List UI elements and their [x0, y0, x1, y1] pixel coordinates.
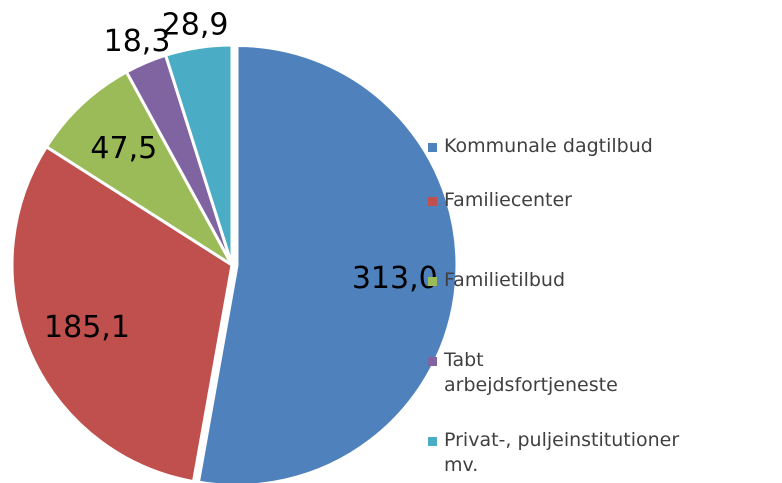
- pie-slice: [196, 43, 459, 483]
- legend-item: Familiecenter: [428, 188, 572, 213]
- legend-item: Familietilbud: [428, 268, 565, 293]
- legend-label: Privat-, puljeinstitutioner mv.: [444, 429, 680, 476]
- legend-swatch: [428, 277, 437, 286]
- legend-swatch: [428, 143, 437, 152]
- data-label: 47,5: [90, 131, 157, 166]
- data-label: 313,0: [352, 261, 438, 296]
- data-label: 18,3: [104, 24, 171, 59]
- data-label: 185,1: [44, 310, 130, 345]
- pie-slice: [163, 43, 234, 266]
- legend-item: Kommunale dagtilbud: [428, 134, 653, 159]
- legend-label: Kommunale dagtilbud: [444, 135, 653, 157]
- legend-swatch: [428, 437, 437, 446]
- data-label: 28,9: [162, 7, 229, 42]
- legend-label: Familietilbud: [444, 269, 566, 291]
- legend-swatch: [428, 197, 437, 206]
- legend-item: Privat-, puljeinstitutioner mv.: [428, 428, 704, 478]
- legend-swatch: [428, 357, 437, 366]
- legend-label: Familiecenter: [444, 189, 572, 211]
- legend-label: Tabt arbejdsfortjeneste: [444, 349, 618, 396]
- legend-item: Tabt arbejdsfortjeneste: [428, 348, 634, 398]
- pie-slice: [44, 69, 234, 267]
